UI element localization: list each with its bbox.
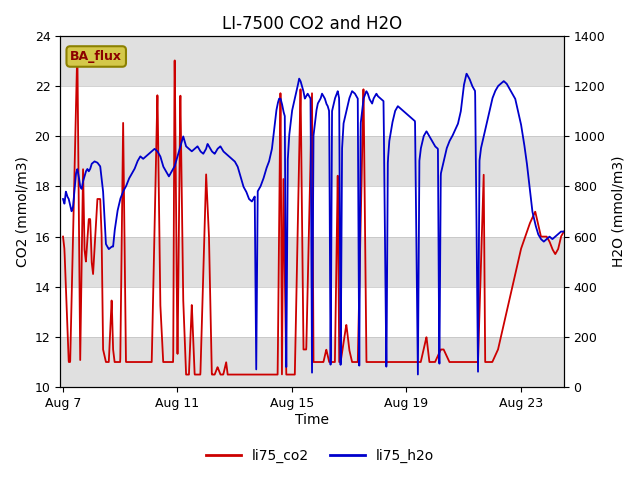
Text: BA_flux: BA_flux xyxy=(70,50,122,63)
Bar xyxy=(60,337,564,387)
X-axis label: Time: Time xyxy=(295,413,329,427)
Y-axis label: CO2 (mmol/m3): CO2 (mmol/m3) xyxy=(15,156,29,267)
Bar xyxy=(60,36,564,86)
Bar xyxy=(60,237,564,287)
Bar xyxy=(60,136,564,186)
Title: LI-7500 CO2 and H2O: LI-7500 CO2 and H2O xyxy=(222,15,402,33)
Legend: li75_co2, li75_h2o: li75_co2, li75_h2o xyxy=(200,443,440,468)
Y-axis label: H2O (mmol/m3): H2O (mmol/m3) xyxy=(611,156,625,267)
